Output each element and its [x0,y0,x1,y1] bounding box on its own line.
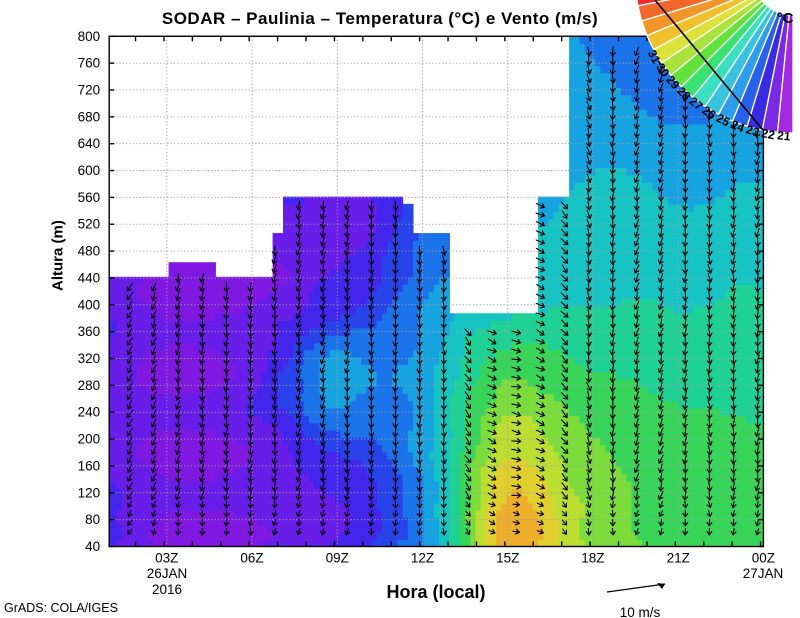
svg-text:240: 240 [78,405,101,420]
svg-text:480: 480 [78,244,101,259]
svg-text:12Z: 12Z [411,551,434,566]
svg-text:21Z: 21Z [667,551,690,566]
svg-text:120: 120 [78,485,101,500]
svg-text:680: 680 [78,109,101,124]
svg-text:640: 640 [78,136,101,151]
svg-text:320: 320 [78,351,101,366]
svg-text:18Z: 18Z [581,551,604,566]
svg-text:720: 720 [78,83,101,98]
svg-text:40: 40 [85,539,100,554]
svg-text:600: 600 [78,163,101,178]
svg-text:160: 160 [78,458,101,473]
svg-text:400: 400 [78,297,101,312]
svg-text:15Z: 15Z [496,551,519,566]
svg-text:200: 200 [78,432,101,447]
svg-text:520: 520 [78,217,101,232]
svg-text:09Z: 09Z [326,551,349,566]
svg-text:00Z: 00Z [752,551,775,566]
svg-text:360: 360 [78,324,101,339]
svg-text:21: 21 [777,128,792,143]
svg-text:760: 760 [78,56,101,71]
svg-text:03Z: 03Z [155,551,178,566]
svg-text:800: 800 [78,29,101,44]
svg-text:°C: °C [777,10,794,27]
svg-text:80: 80 [85,512,100,527]
svg-text:280: 280 [78,378,101,393]
svg-text:06Z: 06Z [240,551,263,566]
svg-text:440: 440 [78,270,101,285]
svg-text:560: 560 [78,190,101,205]
